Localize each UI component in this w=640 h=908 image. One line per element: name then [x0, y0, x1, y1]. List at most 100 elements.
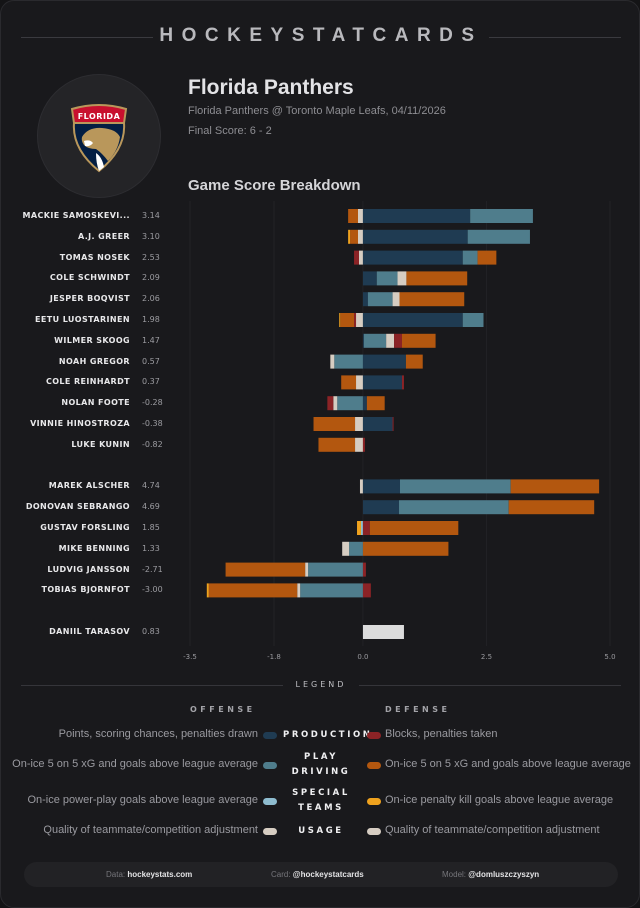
- player-name: COLE SCHWINDT: [49, 273, 130, 283]
- x-tick-label: -3.5: [183, 653, 197, 661]
- bar-segment-off-play-driving: [470, 209, 533, 223]
- player-name: COLE REINHARDT: [45, 377, 130, 387]
- bar-segment-off-play-driving: [334, 354, 363, 369]
- bar-segment-off-play-driving: [376, 271, 398, 286]
- bar-segment-def-production: [362, 583, 371, 598]
- bar-segment-off-usage: [358, 209, 363, 223]
- bar-segment-def-play-driving: [510, 479, 600, 494]
- legend-category-label: PLAY: [304, 752, 338, 762]
- legend-swatch-def-usage: [367, 828, 381, 835]
- footer-card-label: Card:: [271, 870, 291, 879]
- bar-segment-def-play-driving: [348, 209, 358, 223]
- player-name: EETU LUOSTARINEN: [35, 315, 130, 324]
- footer-data-value[interactable]: hockeystats.com: [127, 870, 193, 879]
- legend-category: PLAY DRIVING: [283, 750, 359, 780]
- bar-segment-off-production: [362, 500, 400, 515]
- player-name: GUSTAV FORSLING: [40, 523, 130, 532]
- brand-title: HOCKEYSTATCARDS: [153, 25, 489, 47]
- bar-segment-off-play-driving: [462, 250, 478, 265]
- bar-segment-def-play-driving: [341, 375, 357, 390]
- legend-category: PRODUCTION: [283, 728, 373, 743]
- bar-segment-off-production: [362, 271, 377, 286]
- bar-segment-off-play-driving: [337, 396, 363, 411]
- bar-segment-off-usage: [330, 354, 335, 369]
- player-game-score: 0.37: [142, 377, 160, 387]
- player-name: A.J. GREER: [78, 231, 130, 241]
- bar-segment-off-production: [362, 479, 400, 494]
- legend-category-label: USAGE: [298, 826, 344, 836]
- bar-segment-def-production: [354, 250, 359, 265]
- bar-segment-def-production: [394, 333, 402, 348]
- legend-swatch-off-usage: [263, 828, 277, 835]
- legend-category: SPECIAL TEAMS: [283, 786, 359, 816]
- player-game-score: 1.85: [142, 523, 160, 532]
- bar-segment-def-special-teams: [348, 229, 351, 244]
- bar-segment-def-production: [327, 396, 334, 411]
- legend-divider-right: [359, 685, 621, 686]
- bar-segment-def-production: [362, 437, 365, 452]
- bar-segment-off-special-teams: [360, 521, 363, 535]
- bar-segment-def-play-driving: [508, 500, 595, 515]
- footer-card-credit: Card: @hockeystatcards: [271, 870, 364, 879]
- bar-segment-def-play-driving: [362, 541, 449, 556]
- x-tick-label: 0.0: [357, 653, 368, 661]
- bar-segment-off-usage: [392, 292, 400, 307]
- bar-segment-def-production: [362, 562, 366, 577]
- legend-category: USAGE: [283, 824, 359, 839]
- bar-segment-def-play-driving: [340, 313, 355, 327]
- bar-segment-off-usage: [355, 417, 363, 431]
- legend-defense-title: DEFENSE: [385, 705, 451, 714]
- bar-segment-off-usage: [297, 583, 301, 598]
- bar-segment-off-play-driving: [462, 313, 484, 327]
- bar-segment-off-play-driving: [349, 541, 363, 556]
- legend-category-label: TEAMS: [298, 803, 344, 813]
- bar-segment-off-production: [362, 417, 393, 431]
- footer-model-credit: Model: @domluszczyszyn: [442, 870, 539, 879]
- player-game-score: -0.28: [142, 398, 163, 408]
- player-game-score: 3.10: [142, 231, 160, 241]
- legend-defense-description: On-ice penalty kill goals above league a…: [385, 794, 614, 806]
- bar-segment-off-play-driving: [399, 500, 509, 515]
- final-score: Final Score: 6 - 2: [188, 125, 272, 137]
- bar-segment-def-production: [392, 417, 394, 431]
- player-game-score: 2.06: [142, 294, 160, 304]
- player-name: NOLAN FOOTE: [61, 398, 130, 408]
- legend-category-label: DRIVING: [291, 767, 351, 777]
- player-name: JESPER BOQVIST: [49, 294, 130, 304]
- logo-text: FLORIDA: [78, 112, 121, 121]
- footer-card-value[interactable]: @hockeystatcards: [292, 870, 364, 879]
- legend-defense-description: On-ice 5 on 5 xG and goals above league …: [385, 758, 631, 770]
- bar-segment-def-play-driving: [401, 333, 436, 348]
- bar-segment-off-usage: [386, 333, 395, 348]
- legend-category-label: PRODUCTION: [283, 730, 373, 740]
- bar-segment-def-play-driving: [369, 521, 459, 535]
- bar-segment-off-play-driving: [467, 229, 530, 244]
- legend-swatch-def-special-teams: [367, 798, 381, 805]
- legend-title: LEGEND: [1, 680, 640, 689]
- footer-model-label: Model:: [442, 870, 467, 879]
- bar-segment-off-production: [362, 333, 364, 348]
- player-name: MAREK ALSCHER: [48, 481, 130, 491]
- bar-segment-def-play-driving: [406, 271, 468, 286]
- legend-title-text: LEGEND: [287, 680, 355, 689]
- bar-segment-goalie: [362, 625, 404, 639]
- bar-segment-off-usage: [356, 375, 363, 390]
- bar-segment-off-play-driving: [300, 583, 363, 598]
- legend-defense-description: Quality of teammate/competition adjustme…: [385, 824, 600, 836]
- player-name: MACKIE SAMOSKEVI...: [22, 211, 130, 220]
- legend-offense-description: Quality of teammate/competition adjustme…: [43, 824, 258, 836]
- bar-segment-off-usage: [397, 271, 407, 286]
- bar-segment-off-usage: [305, 562, 309, 577]
- player-name: NOAH GREGOR: [58, 356, 130, 366]
- legend-swatch-off-play-driving: [263, 762, 277, 769]
- legend-divider-left: [21, 685, 283, 686]
- bar-segment-def-production: [354, 313, 357, 327]
- player-name: MIKE BENNING: [58, 543, 130, 553]
- brand-header: HOCKEYSTATCARDS: [1, 25, 640, 47]
- bar-segment-def-play-driving: [318, 437, 356, 452]
- player-game-score: 1.98: [142, 315, 160, 324]
- bar-segment-off-usage: [342, 541, 350, 556]
- footer-model-value[interactable]: @domluszczyszyn: [468, 870, 540, 879]
- legend-swatch-def-play-driving: [367, 762, 381, 769]
- bar-segment-off-play-driving: [400, 479, 511, 494]
